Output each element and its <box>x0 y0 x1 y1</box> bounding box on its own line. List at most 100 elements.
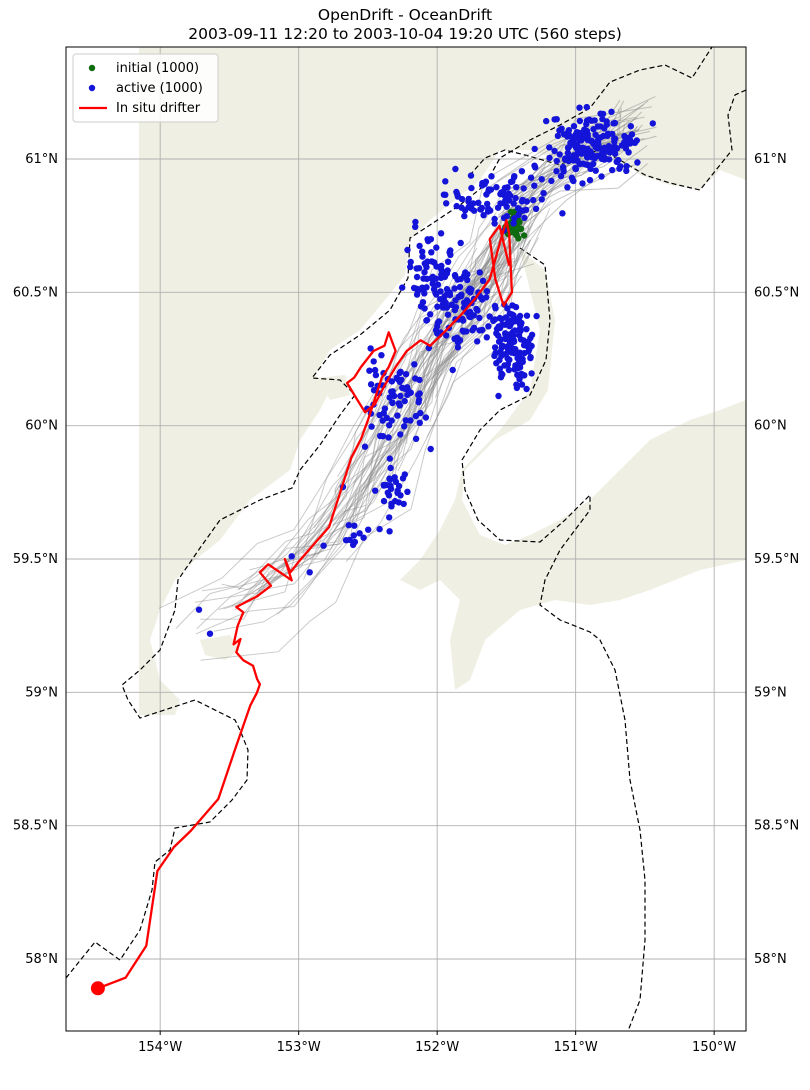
active-particle <box>443 285 451 293</box>
active-particle <box>520 207 527 214</box>
active-particle <box>423 316 431 324</box>
active-particle <box>413 285 420 292</box>
active-particle <box>404 386 411 393</box>
active-particle <box>599 115 606 123</box>
active-particle <box>449 366 456 374</box>
active-particle <box>434 303 441 310</box>
active-particle <box>407 258 414 266</box>
active-particle <box>371 366 379 374</box>
active-particle <box>443 200 450 207</box>
active-particle <box>502 197 509 204</box>
land-mainland <box>139 47 746 715</box>
active-particle <box>479 277 487 284</box>
active-particle <box>565 127 573 134</box>
active-particle <box>437 288 444 295</box>
initial-particle <box>517 225 524 232</box>
trajectory-line <box>302 229 500 554</box>
active-particle <box>505 366 513 374</box>
active-particle <box>649 120 656 127</box>
active-particle <box>511 173 518 180</box>
active-particle <box>422 261 429 269</box>
active-particle <box>553 157 560 165</box>
active-particle <box>513 384 521 392</box>
active-particle <box>446 249 453 256</box>
trajectory-line <box>303 212 516 580</box>
trajectory-line <box>418 213 518 405</box>
legend-active-label: active (1000) <box>116 81 203 96</box>
active-particle <box>468 184 475 192</box>
active-particle <box>491 220 498 227</box>
active-particle <box>455 338 462 345</box>
trajectory-line <box>302 222 493 554</box>
active-particle <box>521 214 528 222</box>
active-particle <box>615 156 622 164</box>
trajectory-line <box>332 196 527 527</box>
active-particle <box>389 399 396 406</box>
active-particle <box>531 162 538 169</box>
active-particle <box>386 528 393 535</box>
active-particle <box>576 135 583 143</box>
active-particle <box>306 569 313 576</box>
active-particle <box>421 305 428 312</box>
active-particle <box>567 139 574 146</box>
active-particle <box>466 201 474 208</box>
land-cook-inlet-islands <box>318 375 350 400</box>
active-particle <box>474 307 481 314</box>
trajectory-line <box>360 209 525 493</box>
active-particle <box>395 400 402 407</box>
active-particle <box>586 176 594 184</box>
active-particle <box>505 190 512 197</box>
active-particle <box>383 481 390 489</box>
active-particle <box>556 127 563 134</box>
active-particle <box>493 184 500 191</box>
active-particle <box>553 168 560 175</box>
active-particle <box>631 139 639 146</box>
active-particle <box>634 159 641 166</box>
active-particle <box>523 198 531 205</box>
tick-label-lon: 154°W <box>138 1040 182 1055</box>
trajectory-line <box>473 224 512 299</box>
active-particle <box>407 263 414 271</box>
active-particle <box>627 123 634 130</box>
tick-label-lat-right: 59°N <box>754 685 787 700</box>
active-particle <box>432 289 439 297</box>
active-particle <box>505 319 512 326</box>
trajectory-line <box>506 120 630 205</box>
active-particle <box>540 190 547 197</box>
initial-particle <box>516 218 523 226</box>
active-particle <box>377 432 384 440</box>
tick-label-lon: 152°W <box>415 1040 459 1055</box>
active-particle <box>452 297 459 304</box>
active-particle <box>515 211 522 218</box>
active-particle <box>580 144 587 151</box>
active-particle <box>608 108 615 116</box>
drifter-track <box>90 219 514 996</box>
trajectory-line <box>430 242 520 357</box>
active-particle <box>435 318 443 325</box>
active-particle <box>501 362 508 369</box>
active-particle <box>611 150 619 157</box>
active-particle <box>564 149 572 157</box>
active-particle <box>401 397 408 405</box>
tick-label-lat-right: 60.5°N <box>754 285 799 300</box>
tick-label-lon: 150°W <box>692 1040 736 1055</box>
active-particle <box>365 526 372 533</box>
active-particle <box>376 525 383 533</box>
active-particle <box>407 417 414 424</box>
active-particle <box>588 154 596 161</box>
active-particle <box>527 353 534 361</box>
active-particle <box>451 285 458 292</box>
chart-title: OpenDrift - OceanDrift 2003-09-11 12:20 … <box>0 6 810 44</box>
active-particle <box>497 374 505 381</box>
active-particle <box>461 212 468 220</box>
active-particle <box>595 142 602 149</box>
active-particle <box>548 177 555 185</box>
active-particle <box>428 249 435 256</box>
active-particle <box>465 195 472 203</box>
active-particle <box>381 405 389 412</box>
active-particle <box>288 553 295 560</box>
trajectory-line <box>238 204 509 591</box>
active-particle <box>579 180 586 187</box>
active-particle <box>444 311 452 318</box>
active-particle <box>503 203 510 210</box>
